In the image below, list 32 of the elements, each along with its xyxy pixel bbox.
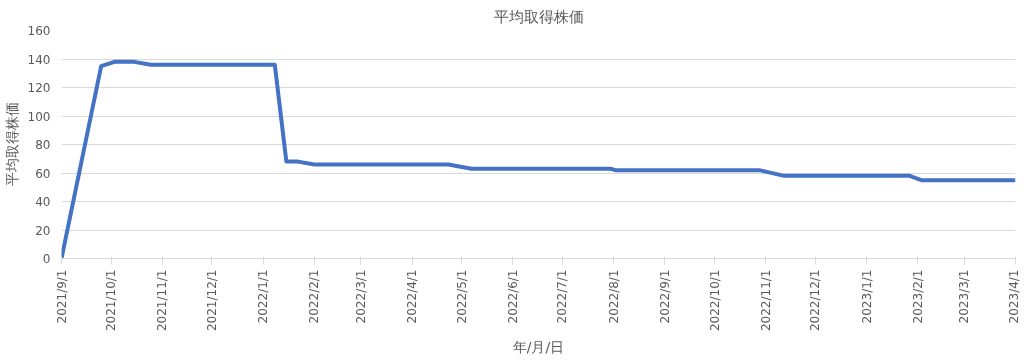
x-axis-title: 年/月/日 — [512, 339, 565, 356]
x-tick-label: 2022/5/1 — [454, 269, 469, 324]
x-tick-label: 2022/3/1 — [353, 269, 368, 324]
y-tick-label: 0 — [42, 252, 51, 266]
x-tick-label: 2022/11/1 — [758, 269, 773, 332]
x-tick-label: 2022/8/1 — [606, 269, 621, 324]
x-tick-label: 2021/10/1 — [104, 269, 119, 332]
y-axis-title: 平均取得株価 — [3, 102, 20, 187]
x-tick-label: 2022/2/1 — [307, 269, 322, 324]
y-tick-label: 140 — [27, 52, 51, 67]
y-tick-label: 40 — [35, 195, 51, 209]
x-tick-label: 2023/4/1 — [1006, 269, 1021, 324]
x-tick-label: 2022/6/1 — [505, 269, 520, 324]
x-tick-label: 2021/12/1 — [204, 269, 219, 332]
x-tick-label: 2022/7/1 — [555, 269, 570, 324]
x-tick-label: 2023/1/1 — [859, 269, 874, 324]
x-tick-label: 2023/3/1 — [957, 269, 972, 324]
y-tick-label: 20 — [35, 223, 51, 238]
x-tick-label: 2021/9/1 — [54, 269, 69, 324]
y-tick-label: 160 — [27, 24, 51, 38]
x-tick-label: 2023/2/1 — [910, 269, 925, 324]
x-tick-label: 2022/10/1 — [707, 269, 722, 332]
x-tick-label: 2022/9/1 — [657, 269, 672, 324]
x-tick-label: 2022/12/1 — [808, 269, 823, 332]
y-tick-label: 60 — [35, 166, 51, 181]
y-tick-label: 80 — [35, 138, 51, 152]
x-tick-label: 2021/11/1 — [155, 269, 170, 332]
x-tick-label: 2022/1/1 — [256, 269, 271, 324]
x-tick-label: 2022/4/1 — [405, 269, 420, 324]
y-tick-label: 120 — [27, 81, 51, 95]
chart-title: 平均取得株価 — [493, 7, 584, 26]
y-tick-label: 100 — [27, 109, 51, 124]
